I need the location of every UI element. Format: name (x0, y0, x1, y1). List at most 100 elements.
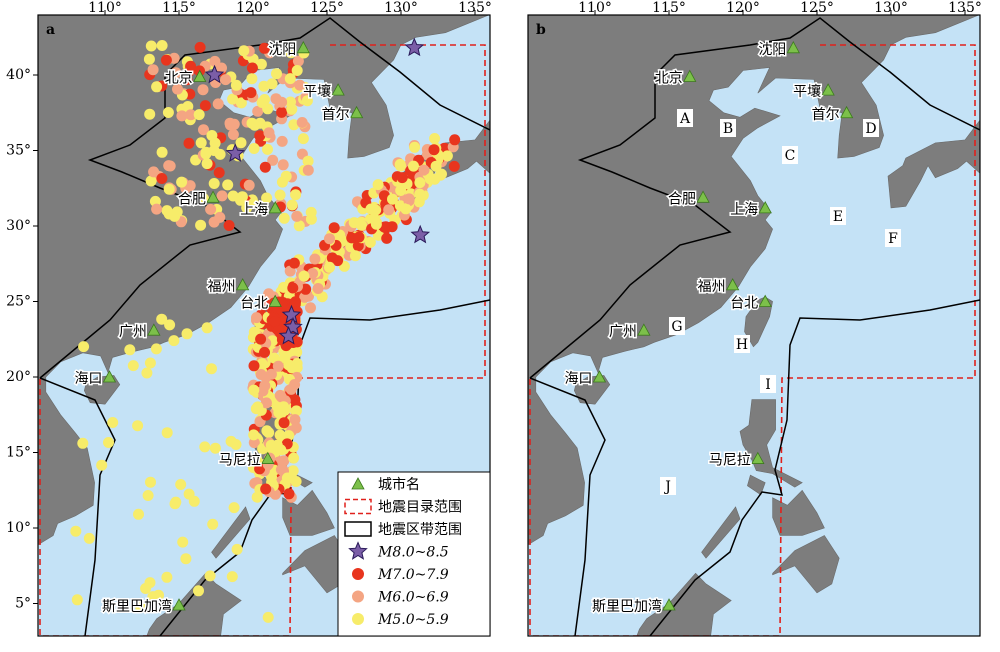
earthquake-dot (193, 109, 205, 121)
zone-label: G (671, 319, 682, 335)
earthquake-dot (429, 173, 441, 185)
zone-label-bg (782, 146, 798, 164)
catalog-boundary (529, 44, 976, 636)
city-label: 北京 (655, 71, 683, 87)
earthquake-dot (151, 203, 163, 215)
earthquake-dot (245, 87, 257, 99)
earthquake-dot (231, 543, 243, 555)
star-marker (204, 64, 225, 84)
earthquake-dot (184, 180, 196, 192)
earthquake-dot (262, 143, 273, 155)
lat-tick-label: 10° (6, 520, 31, 536)
earthquake-dot (254, 117, 266, 129)
land (38, 15, 490, 546)
earthquake-dot (266, 78, 278, 90)
earthquake-dot (172, 83, 183, 95)
earthquake-dot (148, 166, 160, 178)
earthquake-dot (291, 65, 303, 76)
city-marker (592, 370, 607, 383)
city-label: 马尼拉 (709, 453, 751, 469)
city-label: 广州 (119, 324, 147, 340)
earthquake-dot (135, 601, 147, 613)
city-marker (758, 294, 772, 307)
earthquake-dot (290, 189, 302, 201)
earthquake-dot (403, 193, 415, 205)
city-marker (637, 323, 651, 336)
star-marker (404, 37, 425, 57)
earthquake-dot (199, 100, 211, 112)
earthquake-dot (175, 479, 187, 490)
earthquake-dot (349, 250, 361, 262)
earthquake-dot (298, 270, 310, 282)
earthquake-dot (418, 164, 430, 176)
lat-tick-label: 35° (6, 143, 31, 159)
earthquake-dot (163, 183, 175, 195)
lon-tick-label: 130° (874, 0, 908, 16)
earthquake-dot (212, 98, 224, 110)
earthquake-dot (302, 155, 314, 167)
earthquake-dot (395, 185, 407, 196)
city-label: 北京 (165, 71, 193, 87)
earthquake-dot (289, 414, 301, 426)
earthquake-dot (205, 203, 217, 215)
land (701, 506, 741, 559)
city-label: 上海 (730, 202, 758, 218)
earthquake-dot (275, 444, 287, 456)
star-marker (410, 224, 431, 244)
city-marker (683, 69, 697, 82)
earthquake-dot (156, 40, 168, 51)
land (739, 399, 803, 488)
earthquake-dot (312, 283, 324, 294)
earthquake-dot (143, 53, 155, 65)
earthquake-dot (278, 401, 290, 413)
city-label: 海口 (74, 371, 102, 387)
city-label: 斯里巴加湾 (592, 598, 662, 615)
earthquake-dot (127, 360, 139, 372)
city-label: 马尼拉 (219, 453, 261, 469)
earthquake-dot (147, 591, 159, 603)
earthquake-dot (353, 231, 365, 243)
land (772, 489, 825, 536)
zone-label: D (865, 121, 876, 137)
earthquake-dot (248, 360, 260, 372)
city-marker (296, 40, 310, 54)
earthquake-dot (305, 213, 317, 225)
earthquake-dot (254, 130, 266, 142)
earthquake-dot (223, 220, 235, 231)
zone-boundary (649, 299, 980, 636)
earthquake-dot (288, 119, 300, 131)
earthquake-dot (71, 594, 83, 606)
earthquake-dot (271, 68, 282, 80)
earthquake-dot (198, 124, 209, 136)
earthquake-dot (274, 189, 286, 201)
earthquake-dot (133, 508, 144, 520)
city-label: 沈阳 (758, 42, 786, 58)
earthquake-dot (252, 401, 264, 413)
earthquake-dot (145, 40, 157, 52)
panel-label: b (536, 22, 546, 38)
city-label: 海口 (564, 371, 592, 387)
zone-boundary (529, 377, 606, 636)
legend-zone (344, 521, 372, 537)
earthquake-dot (103, 437, 114, 448)
earthquake-dot (227, 129, 239, 140)
legend-label: 城市名 (378, 476, 420, 493)
earthquake-dot (150, 343, 162, 355)
panel-frame (37, 14, 491, 637)
earthquake-dot (201, 322, 213, 334)
city-marker (206, 190, 220, 203)
earthquake-dot (284, 73, 296, 85)
lon-tick-label: 115° (652, 0, 686, 16)
zone-label: B (723, 121, 733, 137)
earthquake-dot (201, 158, 213, 170)
earthquake-dot (430, 160, 442, 172)
earthquake-dot (188, 495, 200, 507)
city-marker (758, 201, 772, 214)
lon-tick-label: 120° (726, 0, 760, 16)
city-marker (751, 451, 765, 464)
legend-label: 地震区带范围 (378, 521, 462, 538)
city-label: 广州 (609, 324, 637, 340)
city-marker (235, 278, 250, 291)
earthquake-dot (228, 502, 240, 514)
